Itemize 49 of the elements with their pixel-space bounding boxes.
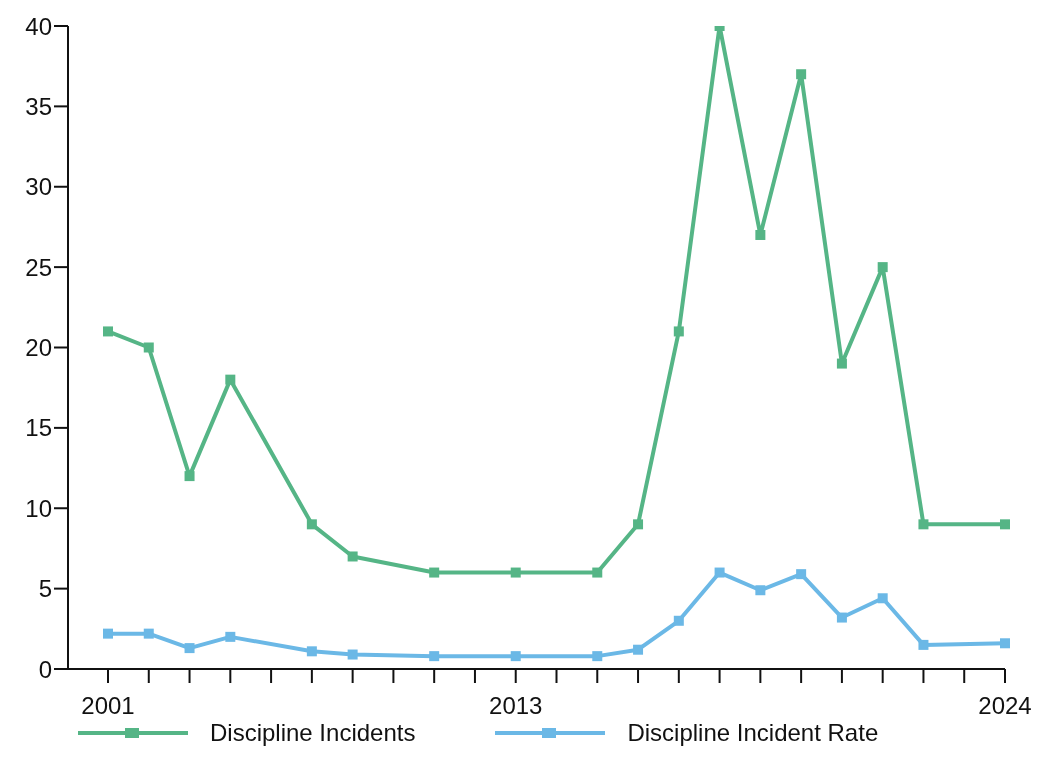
point xyxy=(429,651,440,662)
point xyxy=(755,585,766,596)
x-tick-label: 2013 xyxy=(489,692,543,720)
point xyxy=(429,567,440,578)
point xyxy=(143,342,154,353)
point xyxy=(918,639,929,650)
y-tick-label: 10 xyxy=(25,494,52,522)
point xyxy=(836,612,847,623)
y-tick-label: 20 xyxy=(25,334,52,362)
point xyxy=(796,69,807,80)
point xyxy=(877,262,888,273)
y-tick-label: 5 xyxy=(38,575,52,603)
y-tick-label: 40 xyxy=(25,12,52,40)
point xyxy=(673,326,684,337)
legend-label: Discipline Incidents xyxy=(210,719,416,747)
y-tick-label: 0 xyxy=(38,655,52,683)
point xyxy=(143,628,154,639)
point xyxy=(918,519,929,530)
point xyxy=(1000,519,1010,530)
point xyxy=(510,651,521,662)
point xyxy=(877,593,888,604)
legend-label: Discipline Incident Rate xyxy=(627,719,879,747)
y-tick-label: 25 xyxy=(25,253,52,281)
point xyxy=(306,519,317,530)
y-tick-label: 15 xyxy=(25,414,52,442)
point xyxy=(592,567,603,578)
point xyxy=(347,649,358,660)
point xyxy=(184,643,195,654)
point xyxy=(633,644,644,655)
point xyxy=(184,471,195,482)
point xyxy=(714,567,725,578)
point xyxy=(510,567,521,578)
x-tick-label: 2001 xyxy=(81,692,135,720)
point xyxy=(103,628,113,639)
y-tick-label: 35 xyxy=(25,92,52,120)
point xyxy=(592,651,603,662)
point xyxy=(1000,638,1010,649)
x-tick-label: 2024 xyxy=(978,692,1032,720)
point xyxy=(796,569,807,580)
y-tick-label: 30 xyxy=(25,173,52,201)
point xyxy=(225,631,236,642)
point xyxy=(103,326,113,337)
point xyxy=(347,551,358,562)
point xyxy=(673,615,684,626)
point xyxy=(836,358,847,369)
point xyxy=(306,646,317,657)
point xyxy=(225,374,236,385)
point xyxy=(755,229,766,240)
point xyxy=(633,519,644,530)
